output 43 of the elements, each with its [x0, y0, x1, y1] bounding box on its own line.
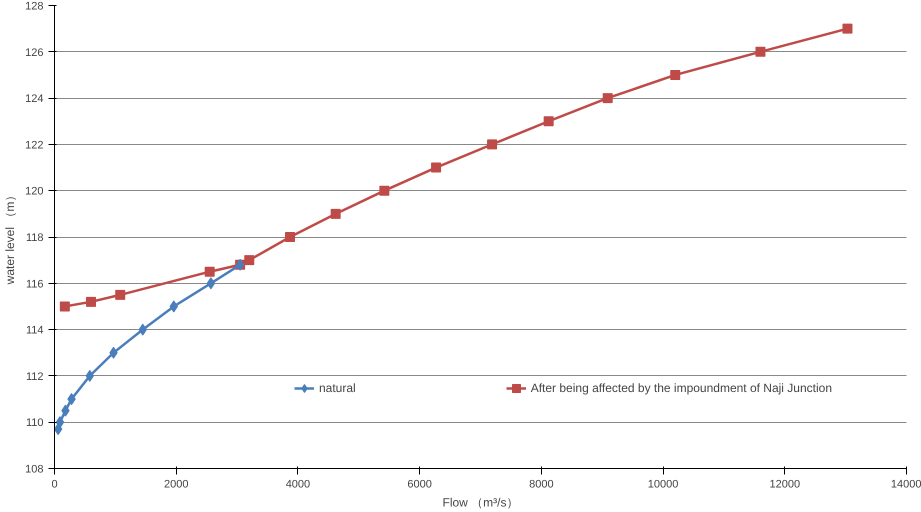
point [842, 24, 852, 34]
point [379, 186, 390, 196]
x-axis-title: Flow （m³/s） [442, 496, 518, 510]
point [60, 301, 70, 312]
point [61, 404, 70, 417]
x-tick-label: 14000 [890, 478, 921, 490]
legend-label: natural [319, 381, 356, 395]
x-tick-label: 6000 [407, 478, 432, 490]
x-tick-label: 0 [51, 478, 58, 490]
y-tick-label: 108 [25, 464, 44, 476]
y-tick-label: 110 [26, 417, 44, 430]
y-tick-label: 112 [26, 370, 44, 383]
point [115, 290, 126, 300]
y-tick-label: 122 [25, 139, 44, 152]
y-tick-label: 116 [26, 278, 44, 290]
y-tick-label: 128 [25, 0, 44, 12]
point [204, 266, 215, 277]
point [206, 277, 216, 290]
point [109, 346, 118, 359]
y-tick-label: 120 [25, 186, 44, 198]
y-tick-label: 114 [26, 324, 44, 337]
legend-label: After being affected by the impoundment of Naji Junction [530, 381, 832, 395]
point [86, 296, 96, 307]
point [487, 139, 498, 150]
y-axis-title: water level （m） [3, 190, 18, 286]
x-tick-label: 10000 [648, 478, 678, 490]
x-tick-label: 8000 [529, 478, 554, 490]
point [755, 46, 766, 57]
point [56, 416, 64, 428]
y-tick-label: 124 [25, 93, 44, 106]
point [67, 393, 76, 406]
point [285, 232, 296, 242]
point [544, 116, 554, 126]
x-tick-label: 4000 [286, 478, 310, 490]
y-tick-label: 126 [25, 46, 44, 59]
x-tick-label: 2000 [164, 478, 188, 490]
point [602, 93, 613, 104]
point [670, 70, 680, 80]
x-tick-label: 12000 [769, 478, 800, 490]
point [431, 162, 442, 173]
point [244, 255, 254, 266]
point [330, 208, 341, 219]
y-tick-label: 118 [26, 232, 44, 244]
